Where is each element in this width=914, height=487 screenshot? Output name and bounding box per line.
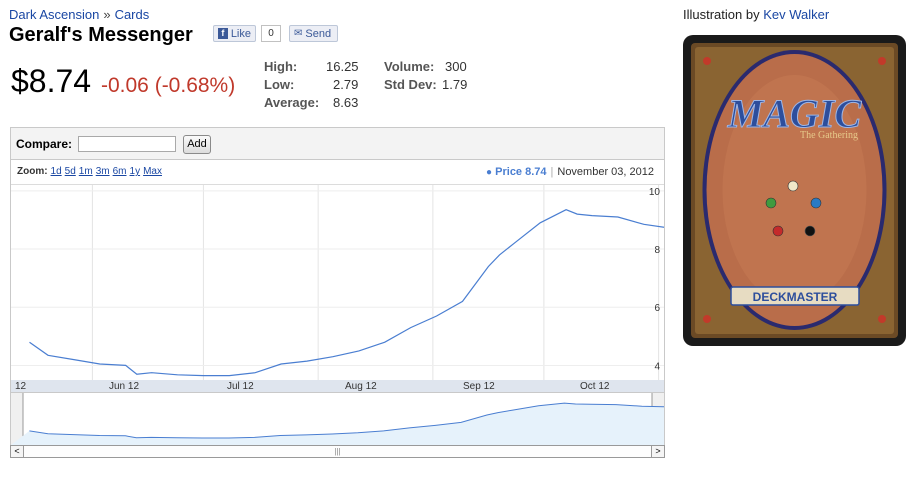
like-count: 0 xyxy=(261,25,281,42)
navigator-line xyxy=(29,402,664,439)
x-tick-label: Aug 12 xyxy=(345,381,377,392)
current-price: $8.74 xyxy=(11,63,92,99)
price-line-chart[interactable]: 4 6 8 10 xyxy=(11,185,665,380)
stat-volume-value: 300 xyxy=(445,59,467,74)
green-mana-icon xyxy=(765,197,777,209)
facebook-icon: f xyxy=(218,28,228,39)
chart-frame: Zoom: 1d 5d 1m 3m 6m 1y Max ● Price 8.74 | Novemb… xyxy=(10,160,665,393)
range-navigator[interactable] xyxy=(10,393,665,446)
x-tick-label: 12 xyxy=(15,381,27,392)
price-readout: ● Price 8.74 | November 03, 2012 xyxy=(486,166,654,178)
card-image: MAGIC The Gathering DECKMASTER xyxy=(683,35,906,346)
x-tick-label: Jul 12 xyxy=(227,381,254,392)
readout-date: November 03, 2012 xyxy=(557,166,654,178)
series-dot-icon: ● xyxy=(486,167,493,178)
zoom-1d[interactable]: 1d xyxy=(50,166,62,177)
zoom-controls: Zoom: 1d 5d 1m 3m 6m 1y Max xyxy=(17,166,162,177)
zoom-3m[interactable]: 3m xyxy=(95,166,110,177)
page-title: Geralf's Messenger xyxy=(9,24,193,46)
artist-link[interactable]: Kev Walker xyxy=(763,7,830,22)
logo-tagline: The Gathering xyxy=(800,130,858,141)
zoom-label: Zoom: xyxy=(17,166,48,177)
price-chart-widget: Compare: Add Zoom: 1d 5d 1m 3m 6m 1y Max ● Pric… xyxy=(10,127,665,458)
stat-volume-label: Volume: xyxy=(384,59,435,74)
zoom-6m[interactable]: 6m xyxy=(112,166,127,177)
x-tick-label: Jun 12 xyxy=(109,381,140,392)
price-series-line xyxy=(29,209,664,377)
zoom-1y[interactable]: 1y xyxy=(129,166,141,177)
stat-low-value: 2.79 xyxy=(333,77,359,92)
deckmaster-text: DECKMASTER xyxy=(753,290,838,304)
x-axis: 12 Jun 12 Jul 12 Aug 12 Sep 12 Oct 12 xyxy=(11,380,664,392)
stat-average-value: 8.63 xyxy=(333,95,359,110)
breadcrumb: Dark Ascension» Cards xyxy=(9,7,149,22)
chart-header-divider xyxy=(11,184,664,185)
magic-logo: MAGIC xyxy=(727,91,863,136)
envelope-icon: ✉ xyxy=(294,28,303,39)
x-tick-label: Oct 12 xyxy=(580,381,610,392)
y-tick-label: 6 xyxy=(654,303,660,314)
stat-average-label: Average: xyxy=(264,95,320,110)
breadcrumb-set-link[interactable]: Dark Ascension xyxy=(9,7,100,22)
scroll-right-arrow-icon[interactable]: > xyxy=(651,446,664,457)
blue-mana-icon xyxy=(810,197,822,209)
compare-bar: Compare: Add xyxy=(10,127,665,160)
send-label: Send xyxy=(305,27,332,40)
black-mana-icon xyxy=(804,225,816,237)
chart-scrollbar[interactable]: < ||| > xyxy=(10,445,665,458)
facebook-send-button[interactable]: ✉ Send xyxy=(289,25,338,42)
y-tick-label: 10 xyxy=(649,187,661,198)
breadcrumb-separator: » xyxy=(103,7,111,22)
stat-high-value: 16.25 xyxy=(326,59,359,74)
y-tick-label: 4 xyxy=(654,361,660,372)
compare-label: Compare: xyxy=(16,137,73,151)
white-mana-icon xyxy=(787,180,799,192)
breadcrumb-cards-link[interactable]: Cards xyxy=(114,7,150,22)
y-tick-label: 8 xyxy=(654,245,660,256)
price-change: -0.06 (-0.68%) xyxy=(101,74,236,97)
illustration-label: Illustration by xyxy=(683,7,760,22)
series-readout-label: Price 8.74 xyxy=(495,166,547,178)
facebook-like-button[interactable]: f Like xyxy=(213,25,256,42)
stat-stddev-value: 1.79 xyxy=(442,77,468,92)
like-label: Like xyxy=(230,27,251,40)
stat-low-label: Low: xyxy=(264,77,295,92)
zoom-1m[interactable]: 1m xyxy=(78,166,93,177)
zoom-max[interactable]: Max xyxy=(143,166,162,177)
scroll-left-arrow-icon[interactable]: < xyxy=(11,446,24,457)
illustration-credit: Illustration by Kev Walker xyxy=(683,7,829,22)
navigator-area xyxy=(11,403,664,445)
deckmaster-banner xyxy=(730,286,860,306)
zoom-5d[interactable]: 5d xyxy=(64,166,76,177)
add-compare-button[interactable]: Add xyxy=(183,135,211,154)
compare-input[interactable] xyxy=(78,136,176,152)
red-mana-icon xyxy=(772,225,784,237)
scroll-thumb[interactable]: ||| xyxy=(24,446,651,457)
x-tick-label: Sep 12 xyxy=(463,381,495,392)
stat-high-label: High: xyxy=(264,59,298,74)
stat-stddev-label: Std Dev: xyxy=(384,77,437,92)
navigator-left-mask xyxy=(11,393,23,445)
